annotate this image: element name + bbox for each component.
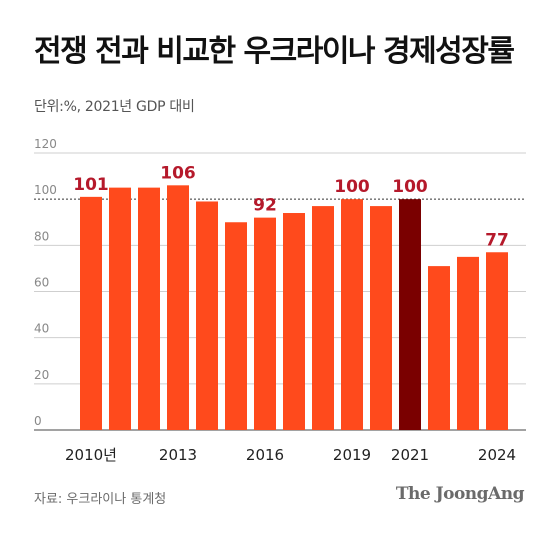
value-labels-layer: 101 106 92 100 100 77 [73,163,509,250]
bar-2024 [486,252,508,430]
bar-2019 [341,199,363,430]
x-tick-label: 2021 [391,446,429,464]
x-tick-label: 2016 [246,446,284,464]
bar-2010 [80,196,102,430]
value-label-2010: 101 [73,175,109,195]
y-tick-label: 0 [34,414,42,428]
bar-2021 [399,199,421,430]
bar-2011 [109,187,131,430]
bar-2014 [196,201,218,430]
value-label-2016: 92 [253,196,277,216]
x-tick-label: 2013 [159,446,197,464]
bar-2017 [283,213,305,430]
bar-2023 [457,256,479,430]
y-tick-label: 80 [34,229,49,243]
bar-2020 [370,206,392,430]
bars-layer [80,185,508,430]
chart-title: 전쟁 전과 비교한 우크라이나 경제성장률 [34,34,515,69]
value-label-2019: 100 [334,177,370,197]
bar-2012 [138,187,160,430]
source-note: 자료: 우크라이나 통계청 [34,492,167,507]
chart-subtitle: 단위:%, 2021년 GDP 대비 [34,99,195,115]
brand-logo: The JoongAng [395,484,525,504]
value-label-2013: 106 [160,163,196,183]
bar-2015 [225,222,247,430]
y-tick-label: 120 [34,137,57,151]
x-axis: 2010년 2013 2016 2019 2021 2024 [65,446,516,464]
bar-2013 [167,185,189,430]
value-label-2024: 77 [485,230,509,250]
value-label-2021: 100 [392,177,428,197]
bar-2018 [312,206,334,430]
x-tick-label: 2019 [333,446,371,464]
bar-2022 [428,266,450,430]
y-tick-label: 40 [34,322,49,336]
y-tick-label: 100 [34,183,57,197]
bar-2016 [254,217,276,430]
y-tick-label: 20 [34,368,49,382]
x-tick-label: 2024 [478,446,516,464]
x-tick-label: 2010년 [65,446,117,464]
y-tick-label: 60 [34,276,49,290]
